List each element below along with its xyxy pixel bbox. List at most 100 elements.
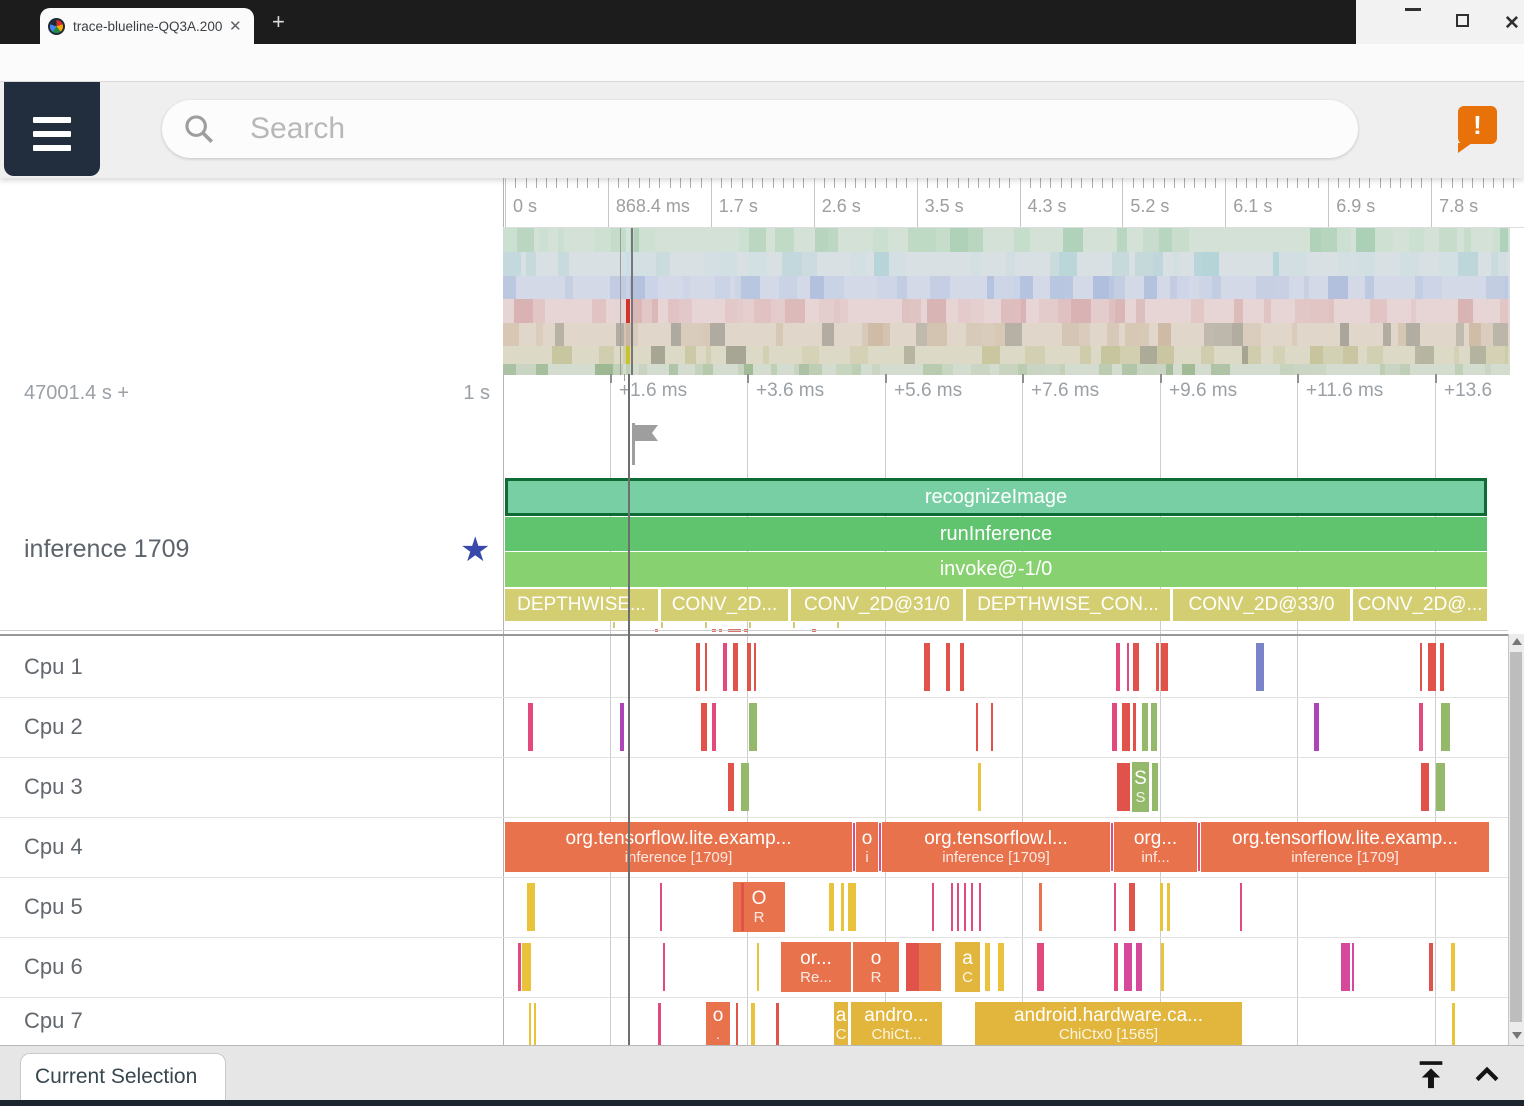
cpu-slice-bar[interactable] — [1116, 643, 1120, 691]
cpu-slice-bar[interactable] — [1428, 643, 1436, 691]
cpu-slice-bar[interactable] — [1198, 823, 1200, 871]
cpu-slice-bar[interactable] — [998, 943, 1004, 991]
cpu-slice-bar[interactable] — [1133, 643, 1139, 691]
cpu-slice-bar[interactable] — [1451, 943, 1455, 991]
flag-marker-icon[interactable] — [632, 423, 662, 470]
cpu-slice-bar[interactable] — [663, 943, 665, 991]
cpu-slice-bar[interactable] — [985, 943, 990, 991]
browser-tab[interactable]: trace-blueline-QQ3A.200805 ✕ — [40, 8, 254, 44]
sidebar-menu-button[interactable] — [4, 82, 100, 176]
slice-conv[interactable]: CONV_2D@... — [1353, 589, 1487, 621]
cpu-slice-block[interactable]: org.tensorflow.l... inference [1709] — [882, 822, 1110, 872]
cpu-slice-bar[interactable] — [1151, 703, 1157, 751]
cpu-slice-bar[interactable] — [701, 703, 707, 751]
cpu-track-label[interactable]: Cpu 4 — [24, 834, 83, 859]
scrollbar-thumb[interactable] — [1510, 652, 1522, 1022]
cpu-slice-bar[interactable] — [696, 643, 700, 691]
cpu-track-label[interactable]: Cpu 1 — [24, 654, 83, 679]
cpu-slice-bar[interactable] — [1161, 643, 1168, 691]
cpu-slice-bar[interactable] — [1419, 703, 1423, 751]
cpu-slice-bar[interactable] — [741, 763, 749, 811]
window-close-button[interactable]: ✕ — [1504, 13, 1520, 34]
cpu-slice-bar[interactable] — [964, 883, 966, 931]
slice-conv[interactable]: CONV_2D@33/0 — [1173, 589, 1350, 621]
cpu-slice-bar[interactable] — [529, 1003, 531, 1045]
cpu-slice-bar[interactable] — [1156, 643, 1159, 691]
slice-conv[interactable]: CONV_2D... — [661, 589, 788, 621]
cpu-slice-bar[interactable] — [1117, 763, 1130, 811]
cpu-slice-bar[interactable] — [728, 763, 734, 811]
error-notification-icon[interactable]: ! — [1458, 106, 1497, 153]
cpu-slice-bar[interactable] — [1114, 883, 1116, 931]
cpu-slice-bar[interactable] — [712, 703, 716, 751]
window-minimize-button[interactable] — [1405, 8, 1421, 11]
dock-to-top-icon[interactable] — [1414, 1056, 1448, 1092]
cpu-slice-bar[interactable] — [528, 703, 533, 751]
cpu-slice-bar[interactable] — [1256, 643, 1264, 691]
cpu-slice-bar[interactable] — [1441, 703, 1450, 751]
cpu-slice-bar[interactable] — [527, 883, 535, 931]
cpu-slice-bar[interactable] — [757, 943, 759, 991]
cpu-slice-bar[interactable] — [979, 883, 981, 931]
cpu-slice-bar[interactable] — [1039, 883, 1042, 931]
cpu-slice-bar[interactable] — [1167, 883, 1170, 931]
cpu-slice-block[interactable]: android.hardware.ca... ChiCtx0 [1565] — [975, 1002, 1242, 1045]
scrollbar-up-arrow-icon[interactable] — [1512, 638, 1522, 645]
cpu-slice-bar[interactable] — [534, 1003, 536, 1045]
cpu-slice-bar[interactable] — [1122, 703, 1130, 751]
cpu-slice-bar[interactable] — [1240, 883, 1242, 931]
cpu-slice-bar[interactable] — [841, 883, 844, 931]
cpu-slice-block[interactable]: org... inf... — [1114, 822, 1197, 872]
cpu-slice-bar[interactable] — [829, 883, 834, 931]
track-title-inference[interactable]: inference 1709 — [24, 535, 190, 563]
cpu-slice-bar[interactable] — [848, 883, 856, 931]
cpu-slice-bar[interactable] — [1124, 943, 1132, 991]
cpu-slice-bar[interactable] — [660, 883, 662, 931]
cpu-slice-bar[interactable] — [1314, 703, 1319, 751]
cpu-slice-bar[interactable] — [747, 643, 751, 691]
window-maximize-button[interactable] — [1456, 14, 1469, 27]
timeline-panel[interactable]: 47001.4 s + 1 s inference 1709 ★ 0 s 868.… — [0, 178, 1524, 1045]
cpu-slice-bar[interactable] — [1452, 1003, 1455, 1045]
cpu-slice-block[interactable]: andro... ChiCt... — [851, 1002, 942, 1045]
cpu-slice-bar[interactable] — [932, 883, 934, 931]
tab-close-icon[interactable]: ✕ — [229, 17, 242, 35]
slice-conv[interactable]: DEPTHWISE... — [505, 589, 658, 621]
cpu-slice-bar[interactable] — [1142, 703, 1148, 751]
cpu-slice-bar[interactable] — [960, 643, 964, 691]
cpu-slice-block[interactable]: or... Re... — [781, 942, 851, 992]
cpu-slice-bar[interactable] — [1429, 943, 1433, 991]
cpu-slice-bar[interactable] — [1436, 763, 1445, 811]
cpu-slice-bar[interactable] — [978, 763, 981, 811]
cpu-track-label[interactable]: Cpu 5 — [24, 894, 83, 919]
cpu-slice-bar[interactable] — [853, 823, 855, 871]
expand-panel-chevron-icon[interactable] — [1470, 1056, 1504, 1092]
minimap-viewport-left-line[interactable] — [620, 228, 621, 375]
cpu-slice-bar[interactable] — [1152, 763, 1158, 811]
cpu-slice-bar[interactable] — [751, 1003, 755, 1045]
cpu-slice-block[interactable]: org.tensorflow.lite.examp... inference [1… — [1201, 822, 1489, 872]
cpu-slice-bar[interactable] — [1352, 943, 1354, 991]
scrollbar-down-arrow-icon[interactable] — [1512, 1032, 1522, 1039]
cpu-slice-bar[interactable] — [620, 703, 624, 751]
cpu-slice-bar[interactable] — [1341, 943, 1350, 991]
cpu-slice-bar[interactable] — [906, 943, 919, 991]
cpu-slice-bar[interactable] — [1114, 943, 1118, 991]
cpu-slice-bar[interactable] — [1161, 943, 1164, 991]
cpu-slice-bar[interactable] — [1127, 643, 1129, 691]
cpu-slice-bar[interactable] — [1420, 643, 1422, 691]
new-tab-button[interactable]: + — [272, 9, 285, 34]
cpu-slice-bar[interactable] — [879, 823, 881, 871]
cpu-slice-bar[interactable] — [957, 883, 959, 931]
cpu-slice-bar[interactable] — [1160, 883, 1163, 931]
cpu-slice-bar[interactable] — [741, 883, 744, 931]
cpu-slice-bar[interactable] — [919, 943, 941, 991]
cpu-slice-bar[interactable] — [946, 643, 950, 691]
cpu-track-label[interactable]: Cpu 2 — [24, 714, 83, 739]
cpu-slice-bar[interactable] — [1440, 643, 1444, 691]
cpu-slice-block[interactable]: o. — [706, 1002, 730, 1045]
slice-recognizeimage[interactable]: recognizeImage — [505, 478, 1487, 516]
